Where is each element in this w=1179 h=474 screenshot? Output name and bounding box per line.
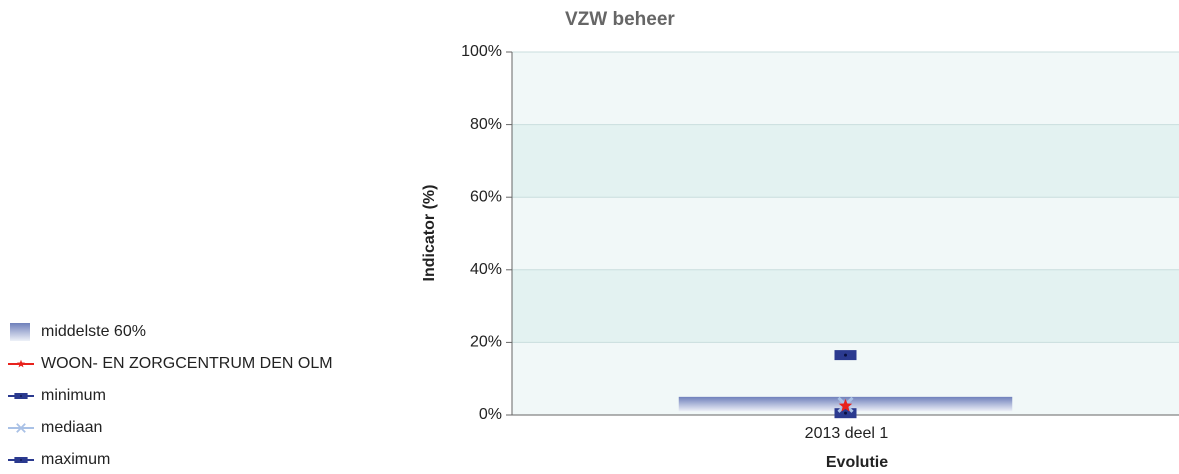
y-tick-label: 40% xyxy=(470,261,502,278)
data-point xyxy=(834,408,857,419)
legend-symbol xyxy=(16,423,26,433)
chart-title: VZW beheer xyxy=(565,9,675,30)
legend-label: middelste 60% xyxy=(41,323,146,340)
legend-swatch xyxy=(10,323,30,341)
legend-marker xyxy=(14,457,28,463)
plot-band xyxy=(512,269,1179,343)
y-tick-label: 100% xyxy=(461,43,502,60)
y-tick-label: 80% xyxy=(470,116,502,133)
marker-dot xyxy=(844,411,847,415)
legend-marker xyxy=(14,393,28,399)
y-tick-label: 60% xyxy=(470,188,502,205)
legend-label: WOON- EN ZORGCENTRUM DEN OLM xyxy=(41,355,333,372)
y-tick-label: 20% xyxy=(470,334,502,351)
plot-band xyxy=(512,197,1179,270)
data-point xyxy=(838,398,853,412)
y-axis-label: Indicator (%) xyxy=(421,185,438,282)
legend-label: maximum xyxy=(41,451,110,468)
legend-symbol xyxy=(16,359,26,368)
legend-label: mediaan xyxy=(41,419,102,436)
legend-symbol xyxy=(14,393,28,399)
marker-dot xyxy=(20,459,22,461)
legend-symbol xyxy=(14,457,28,463)
marker-dot xyxy=(20,395,22,397)
legend-marker xyxy=(16,359,26,368)
x-tick-label: 2013 deel 1 xyxy=(805,425,889,442)
legend-label: minimum xyxy=(41,387,106,404)
data-point xyxy=(834,350,857,361)
legend-marker xyxy=(16,423,26,433)
y-tick-label: 0% xyxy=(479,406,502,423)
marker-dot xyxy=(844,353,847,357)
plot-band xyxy=(512,124,1179,198)
plot-band xyxy=(512,52,1179,125)
x-axis-label: Evolutie xyxy=(826,454,888,471)
